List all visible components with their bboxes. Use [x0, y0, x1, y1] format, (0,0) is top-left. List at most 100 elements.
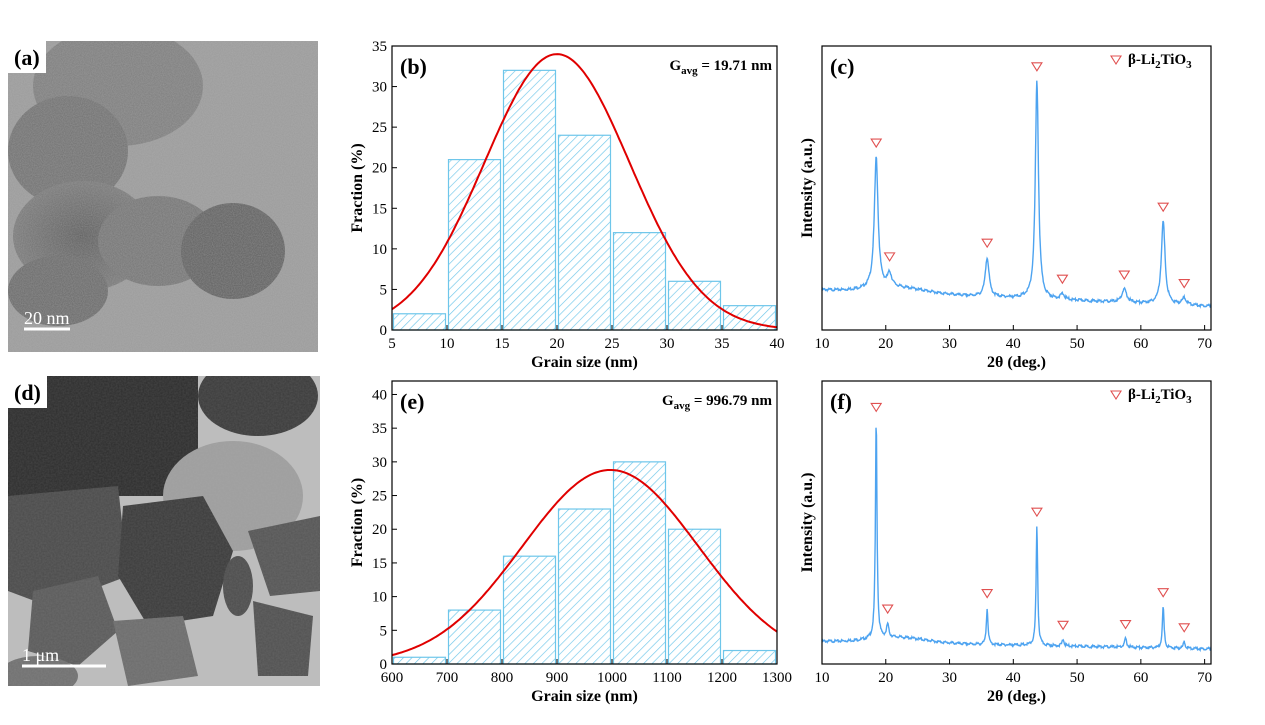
histogram-bar [557, 508, 612, 665]
plot-frame [821, 45, 1212, 331]
gavg-subscript: avg [681, 65, 698, 77]
legend-label: β-Li2TiO3 [1128, 52, 1192, 71]
scale-bar-label-d: 1 μm [22, 645, 59, 665]
x-tick-label: 20 [878, 336, 893, 352]
gavg-value: = 996.79 nm [690, 393, 772, 409]
x-tick-label: 50 [1070, 336, 1085, 352]
y-tick-label: 5 [380, 623, 388, 639]
phase-marker-icon [1178, 623, 1191, 633]
y-tick-label: 25 [372, 120, 387, 136]
x-tick-label: 35 [715, 336, 730, 352]
x-tick-label: 5 [388, 336, 396, 352]
tem-image-a: 20 nm (a) [8, 41, 318, 352]
phase-marker-icon [1119, 619, 1132, 630]
x-tick-label: 20 [878, 670, 893, 686]
legend-subscript: 3 [1186, 394, 1192, 406]
y-tick-label: 15 [372, 201, 387, 217]
y-tick-label: 0 [380, 323, 388, 339]
phase-marker-icon [1057, 620, 1070, 631]
legend-subscript: 3 [1186, 59, 1192, 71]
legend-text-mid: TiO [1161, 52, 1187, 68]
gavg-subscript: avg [674, 400, 691, 412]
normal-fit-curve [391, 469, 778, 657]
y-tick-label: 40 [372, 387, 387, 403]
legend-marker-icon [1110, 55, 1122, 66]
x-tick-label: 50 [1070, 670, 1085, 686]
x-axis-label: Grain size (nm) [531, 688, 638, 705]
phase-marker-icon [1030, 62, 1043, 72]
y-axis-label: Intensity (a.u.) [799, 472, 816, 572]
y-tick-label: 5 [380, 282, 388, 298]
panel-label-f: (f) [830, 389, 852, 414]
histogram-bar [557, 134, 612, 331]
x-tick-label: 25 [605, 336, 620, 352]
y-axis-label: Fraction (%) [349, 478, 366, 567]
histogram-bar [447, 609, 502, 665]
y-tick-label: 30 [372, 455, 387, 471]
histogram-bar [612, 232, 667, 331]
histogram-bar [447, 159, 502, 331]
x-tick-label: 60 [1133, 336, 1148, 352]
x-axis-label: Grain size (nm) [531, 354, 638, 371]
xrd-pattern-line [821, 80, 1212, 309]
histogram-bar [667, 280, 722, 331]
panel-label-e: (e) [400, 389, 424, 414]
chart-c: 10 20 30 40 50 60 70 2θ (deg.) Intensity (a.u.) β… [799, 45, 1212, 371]
y-tick-label: 10 [372, 242, 387, 258]
panel-label-b: (b) [400, 54, 427, 79]
x-tick-label: 30 [942, 336, 957, 352]
phase-marker-icon [881, 604, 894, 615]
gavg-value: = 19.71 nm [698, 58, 773, 74]
x-tick-label: 40 [770, 336, 785, 352]
x-tick-label: 70 [1197, 670, 1212, 686]
y-tick-label: 20 [372, 161, 387, 177]
plot-frame [821, 380, 1212, 665]
phase-marker-icon [870, 138, 883, 149]
chart-e: 0 5 10 15 20 25 30 35 40 600 700 800 900 1000 1100 1200… [349, 380, 792, 705]
legend-text-main: β-Li [1128, 387, 1155, 403]
x-tick-label: 1100 [652, 670, 681, 686]
x-tick-label: 30 [660, 336, 675, 352]
gavg-symbol: G [662, 393, 674, 409]
x-axis-label: 2θ (deg.) [987, 688, 1046, 705]
tem-image-d: 1 μm (d) [8, 376, 320, 686]
histogram-bar [612, 461, 667, 665]
x-tick-label: 60 [1133, 670, 1148, 686]
tem-image-a-drawing: 20 nm [8, 41, 318, 352]
gavg-annotation: Gavg = 19.71 nm [669, 58, 772, 77]
histogram-bar [502, 69, 557, 331]
x-tick-label: 1300 [762, 670, 792, 686]
scale-bar-label-a: 20 nm [24, 308, 70, 328]
legend-subscript: 2 [1155, 59, 1161, 71]
panel-label-c: (c) [830, 54, 854, 79]
y-tick-label: 10 [372, 590, 387, 606]
x-tick-label: 30 [942, 670, 957, 686]
phase-marker-icon [981, 589, 994, 599]
phase-marker-icon [1157, 588, 1170, 598]
x-tick-label: 10 [815, 670, 830, 686]
legend-label: β-Li2TiO3 [1128, 387, 1192, 406]
chart-f: 10 20 30 40 50 60 70 2θ (deg.) Intensity (a.u.) β… [799, 380, 1212, 705]
x-tick-label: 600 [381, 670, 404, 686]
y-tick-label: 0 [380, 657, 388, 673]
phase-marker-icon [870, 402, 883, 413]
panel-label-d: (d) [8, 376, 47, 408]
x-tick-label: 800 [491, 670, 514, 686]
phase-marker-icon [1030, 507, 1043, 518]
phase-marker-icon [883, 252, 896, 262]
legend-text-mid: TiO [1161, 387, 1187, 403]
xrd-pattern-line [821, 427, 1212, 653]
y-tick-label: 25 [372, 489, 387, 505]
normal-fit-curve [391, 53, 778, 329]
y-axis-label: Intensity (a.u.) [799, 138, 816, 238]
x-tick-label: 1200 [707, 670, 737, 686]
phase-marker-icon [1056, 274, 1069, 285]
x-tick-label: 10 [440, 336, 455, 352]
phase-marker-icon [1118, 270, 1131, 281]
plot-frame [391, 380, 778, 665]
x-tick-label: 70 [1197, 336, 1212, 352]
panel-label-a: (a) [8, 41, 46, 73]
legend-subscript: 2 [1155, 394, 1161, 406]
y-tick-label: 35 [372, 39, 387, 55]
